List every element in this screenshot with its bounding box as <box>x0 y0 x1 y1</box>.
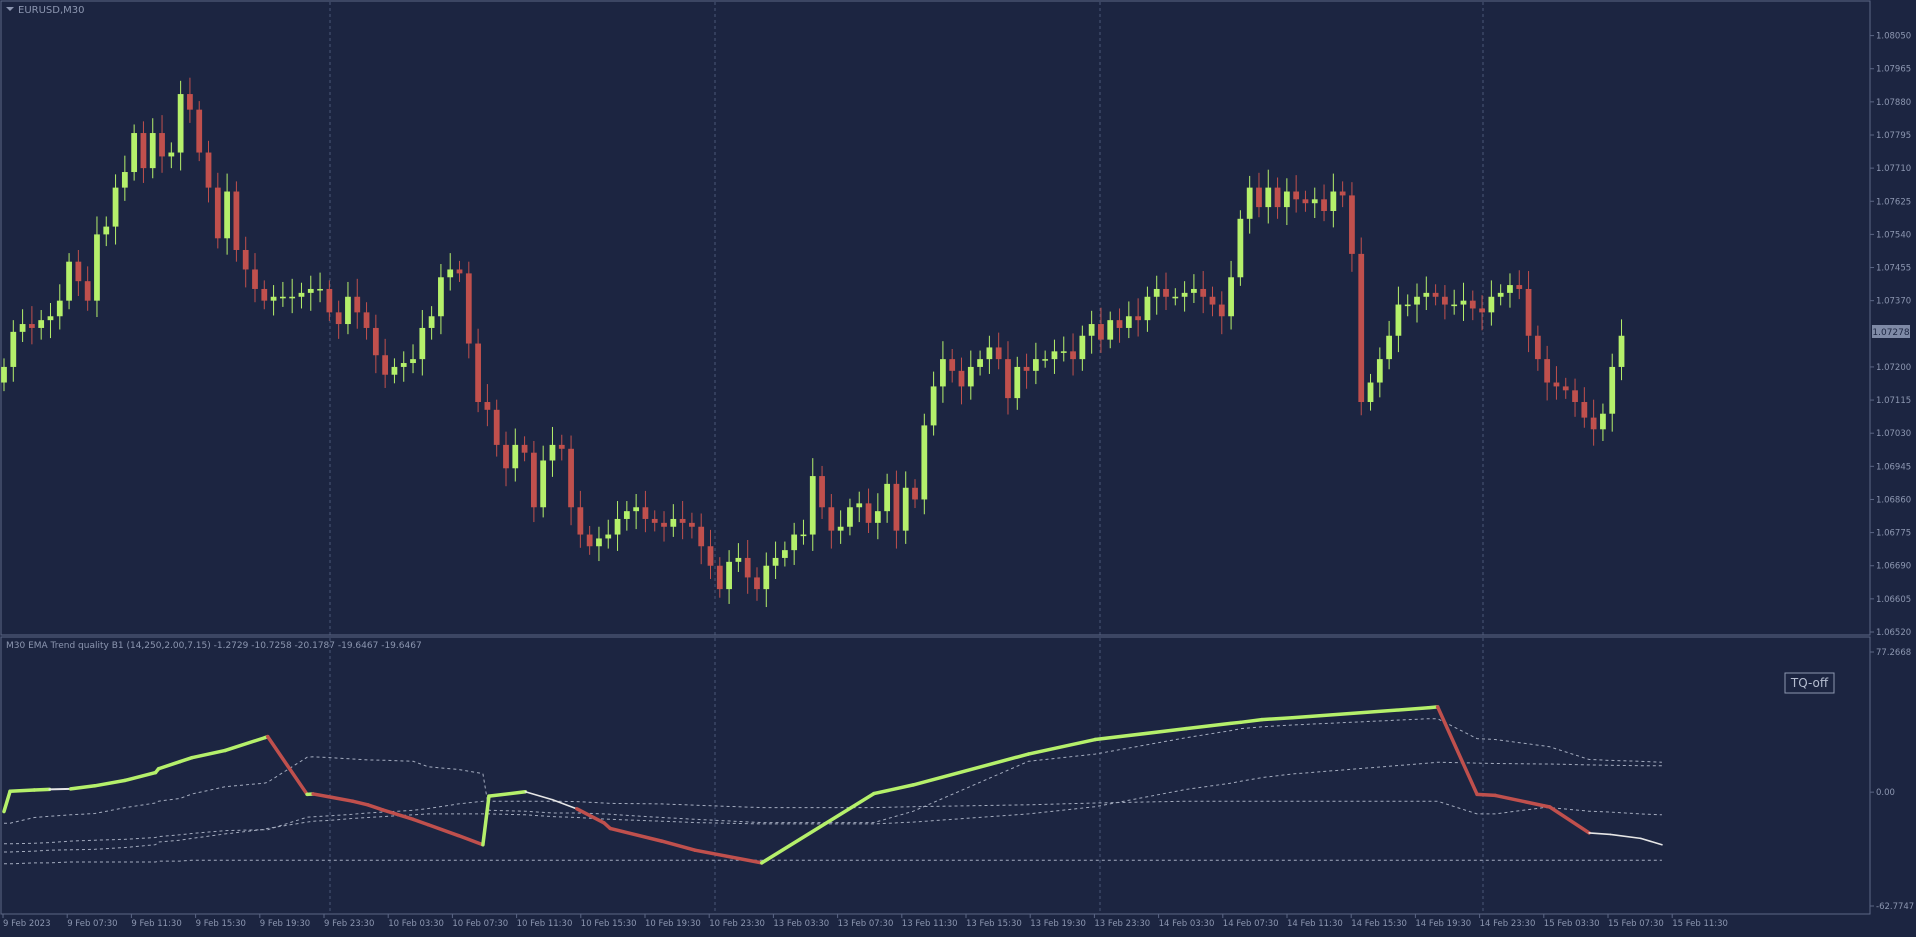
indicator-axis-label: 77.2668 <box>1876 648 1911 658</box>
tq-off-button[interactable]: TQ-off <box>1785 673 1834 693</box>
time-axis-label: 14 Feb 07:30 <box>1223 919 1279 929</box>
time-axis-label: 9 Feb 23:30 <box>324 919 374 929</box>
price-axis-label: 1.06775 <box>1876 529 1911 539</box>
current-price-badge: 1.07278 <box>1872 325 1910 338</box>
time-axis-label: 9 Feb 07:30 <box>67 919 117 929</box>
price-axis-label: 1.07200 <box>1876 363 1911 373</box>
candlestick <box>234 181 240 261</box>
tq-off-button-label: TQ-off <box>1790 676 1829 690</box>
current-price-label: 1.07278 <box>1872 328 1909 338</box>
time-axis-label: 13 Feb 19:30 <box>1030 919 1086 929</box>
time-axis-label: 14 Feb 19:30 <box>1415 919 1471 929</box>
time-axis-label: 9 Feb 15:30 <box>196 919 246 929</box>
price-axis-label: 1.07370 <box>1876 297 1911 307</box>
price-axis-label: 1.07880 <box>1876 98 1911 108</box>
indicator-header: M30 EMA Trend quality B1 (14,250,2.00,7.… <box>6 641 422 651</box>
trend-quality-line-segment <box>49 789 70 790</box>
time-axis-label: 14 Feb 23:30 <box>1480 919 1536 929</box>
price-axis-label: 1.06605 <box>1876 595 1911 605</box>
candlestick <box>1237 210 1243 286</box>
price-axis-label: 1.08050 <box>1876 32 1911 42</box>
price-axis-label: 1.06945 <box>1876 462 1911 472</box>
time-axis-label: 10 Feb 15:30 <box>581 919 637 929</box>
price-axis-label: 1.07710 <box>1876 164 1911 174</box>
time-axis-label: 13 Feb 23:30 <box>1094 919 1150 929</box>
candlestick <box>196 101 202 161</box>
time-axis-label: 15 Feb 11:30 <box>1672 919 1728 929</box>
price-axis-label: 1.07540 <box>1876 230 1911 240</box>
trend-quality-line-segment <box>10 790 34 791</box>
price-axis-label: 1.07795 <box>1876 131 1911 141</box>
time-axis-label: 14 Feb 03:30 <box>1159 919 1215 929</box>
time-axis-label: 14 Feb 11:30 <box>1287 919 1343 929</box>
time-axis-label: 10 Feb 03:30 <box>388 919 444 929</box>
price-axis-label: 1.06690 <box>1876 562 1911 572</box>
time-axis-label: 10 Feb 19:30 <box>645 919 701 929</box>
time-axis-label: 10 Feb 23:30 <box>709 919 765 929</box>
price-axis-label: 1.07115 <box>1876 396 1911 406</box>
window-title: EURUSD,M30 <box>18 5 84 16</box>
candlestick <box>1358 238 1364 416</box>
time-axis-label: 13 Feb 15:30 <box>966 919 1022 929</box>
time-axis-label: 9 Feb 2023 <box>3 919 51 929</box>
time-axis-label: 10 Feb 11:30 <box>517 919 573 929</box>
time-axis-label: 14 Feb 15:30 <box>1351 919 1407 929</box>
time-axis-label: 13 Feb 07:30 <box>838 919 894 929</box>
time-axis-label: 9 Feb 19:30 <box>260 919 310 929</box>
indicator-axis-label: 0.00 <box>1876 788 1895 798</box>
price-axis-label: 1.06860 <box>1876 495 1911 505</box>
trend-quality-line-segment <box>1262 718 1292 720</box>
time-axis-label: 10 Feb 07:30 <box>452 919 508 929</box>
price-axis-label: 1.06520 <box>1876 628 1911 638</box>
time-axis-label: 13 Feb 03:30 <box>773 919 829 929</box>
price-axis-label: 1.07455 <box>1876 264 1911 274</box>
time-axis-label: 13 Feb 11:30 <box>902 919 958 929</box>
time-axis-label: 9 Feb 11:30 <box>131 919 181 929</box>
price-axis-label: 1.07625 <box>1876 197 1911 207</box>
indicator-axis-label: -62.7747 <box>1876 902 1914 912</box>
price-axis-label: 1.07965 <box>1876 65 1911 75</box>
price-axis-label: 1.07030 <box>1876 429 1911 439</box>
trend-quality-line-segment <box>34 789 49 790</box>
candlestick <box>921 414 927 515</box>
time-axis-label: 15 Feb 07:30 <box>1608 919 1664 929</box>
time-axis-label: 15 Feb 03:30 <box>1544 919 1600 929</box>
trend-quality-line-segment <box>1477 794 1495 795</box>
